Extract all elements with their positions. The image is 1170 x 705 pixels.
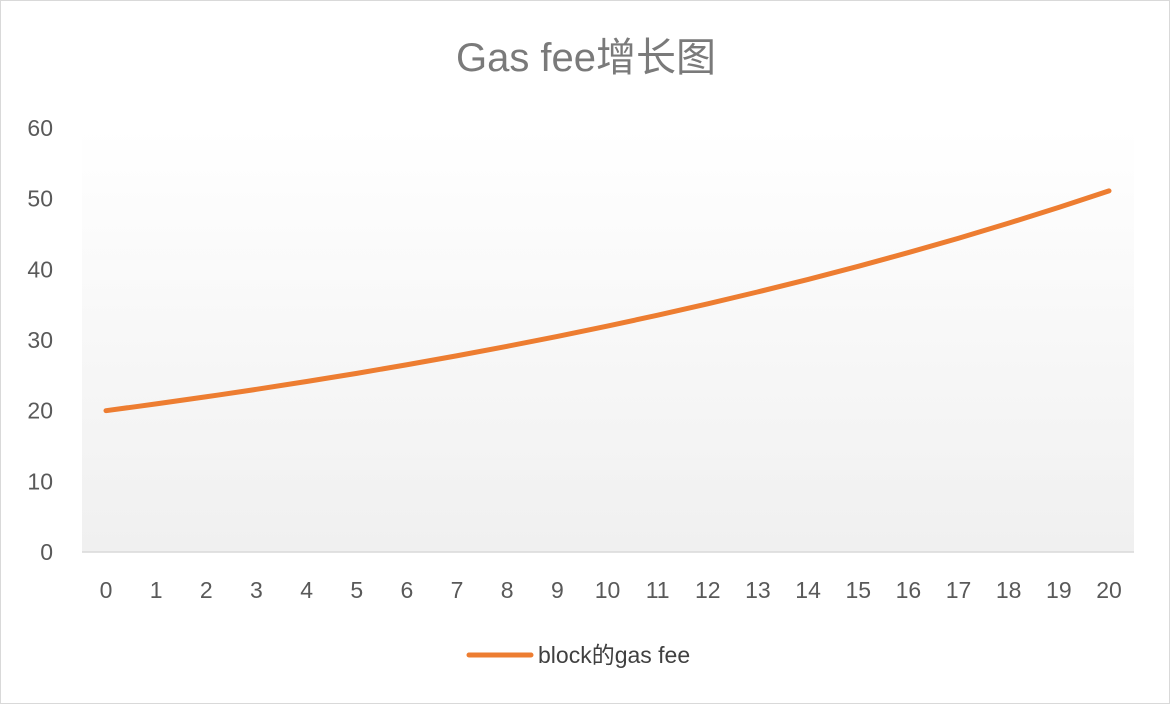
x-tick-label: 0 xyxy=(100,577,113,603)
plot-area xyxy=(82,128,1134,552)
x-tick-label: 5 xyxy=(350,577,363,603)
x-tick-label: 1 xyxy=(150,577,163,603)
x-tick-label: 8 xyxy=(501,577,514,603)
x-tick-label: 18 xyxy=(996,577,1022,603)
y-tick-label: 40 xyxy=(27,256,53,282)
y-tick-label: 20 xyxy=(27,398,53,424)
x-tick-label: 4 xyxy=(300,577,313,603)
x-tick-label: 17 xyxy=(946,577,972,603)
x-tick-label: 10 xyxy=(595,577,621,603)
y-axis-tick-labels: 0 10 20 30 40 50 60 xyxy=(27,115,53,565)
y-tick-label: 30 xyxy=(27,327,53,353)
y-tick-label: 0 xyxy=(40,539,53,565)
x-tick-label: 6 xyxy=(401,577,414,603)
x-tick-label: 14 xyxy=(795,577,821,603)
chart-title: Gas fee增长图 xyxy=(456,36,716,80)
x-tick-label: 12 xyxy=(695,577,721,603)
x-tick-label: 15 xyxy=(845,577,871,603)
x-tick-label: 3 xyxy=(250,577,263,603)
x-tick-label: 2 xyxy=(200,577,213,603)
y-tick-label: 50 xyxy=(27,186,53,212)
legend: block的gas fee xyxy=(469,642,690,668)
legend-label: block的gas fee xyxy=(538,642,690,668)
y-tick-label: 60 xyxy=(27,115,53,141)
x-tick-label: 9 xyxy=(551,577,564,603)
x-tick-label: 13 xyxy=(745,577,771,603)
y-tick-label: 10 xyxy=(27,468,53,494)
x-tick-label: 16 xyxy=(896,577,922,603)
x-tick-label: 11 xyxy=(646,577,670,603)
x-tick-label: 20 xyxy=(1096,577,1122,603)
x-tick-label: 7 xyxy=(451,577,464,603)
x-tick-label: 19 xyxy=(1046,577,1072,603)
